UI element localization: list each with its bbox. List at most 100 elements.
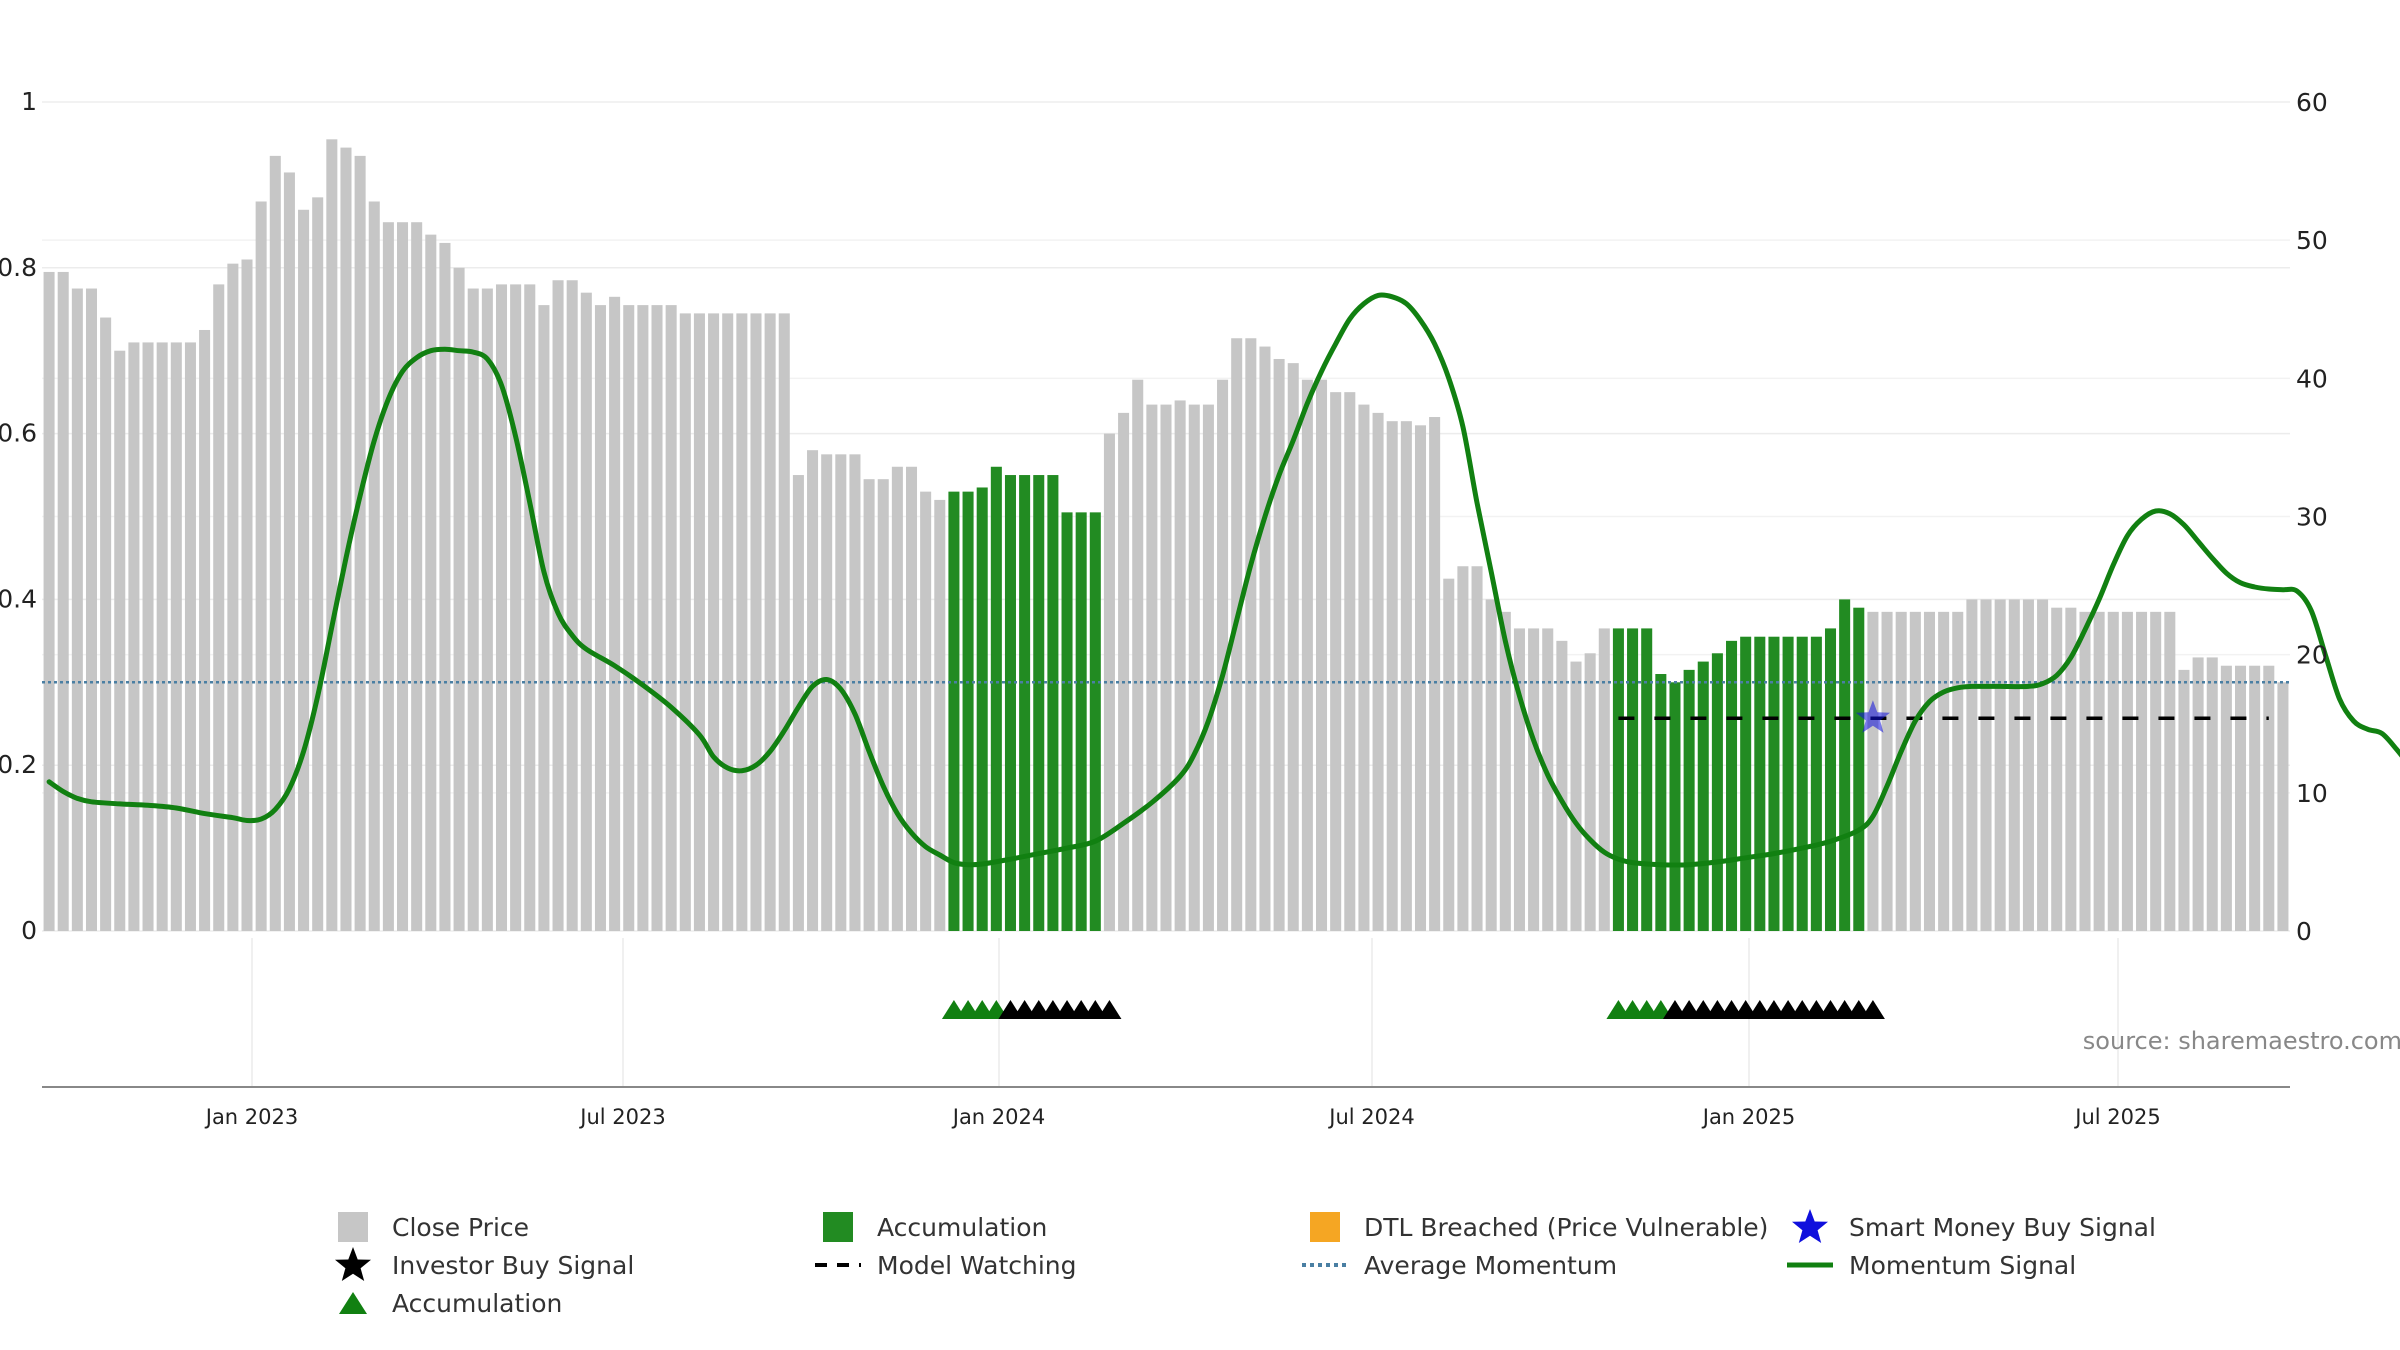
close-price-bar [2022,599,2034,931]
momentum-signal-line [46,292,2400,868]
close-price-bar [1259,346,1271,931]
close-price-bar [1301,379,1313,932]
close-price-bar [679,313,691,931]
close-price-bar [453,267,465,931]
close-price-bar [863,479,875,931]
accumulation-bar [976,487,988,931]
close-price-bar [1994,599,2006,931]
right-tick-label: 0 [2296,917,2312,946]
close-price-bar [708,313,720,931]
close-price-bar [1598,628,1610,931]
close-price-bar [906,466,918,931]
left-tick-label: 0.8 [0,253,37,282]
close-price-bar [1513,628,1525,931]
legend-investor-buy-label: Investor Buy Signal [392,1250,635,1280]
accumulation-bar [1089,512,1101,931]
close-price-bar [142,342,154,931]
accumulation-bar [1047,475,1059,931]
accumulation-bar [948,491,960,931]
close-price-bar [637,305,649,931]
close-price-bar [2206,657,2218,931]
close-price-bar [1358,404,1370,932]
close-price-bar [2037,599,2049,931]
close-price-bar [764,313,776,931]
close-price-bar [524,284,536,931]
close-price-bar [1174,400,1186,931]
legend-close-price-label: Close Price [392,1212,530,1242]
accumulation-bar [1669,682,1681,931]
right-tick-label: 20 [2296,641,2328,670]
legend-momentum-signal-label: Momentum Signal [1849,1250,2077,1280]
legend-average-momentum: Average Momentum [1302,1246,1617,1284]
close-price-bar [580,292,592,931]
close-price-bar [1414,425,1427,931]
signal-triangles [941,1000,1885,1019]
close-price-bar [609,296,621,931]
close-price-bar [326,139,338,931]
close-price-bar [1245,338,1257,931]
close-price-bar [920,491,932,931]
close-price-bar [425,234,437,931]
close-price-bar [1980,599,1992,931]
right-tick-label: 60 [2296,88,2328,117]
close-price-bar [877,479,889,931]
source-text: source: sharemaestro.com [2083,1027,2400,1055]
close-price-bar [1471,566,1483,931]
legend-investor-buy: Investor Buy Signal [330,1246,634,1284]
legend-momentum-signal: Momentum Signal [1787,1246,2076,1284]
close-price-bar [1160,404,1172,932]
legend-accumulation-triangle: Accumulation [330,1284,562,1322]
x-tick-label: Jan 2024 [951,1105,1046,1129]
close-price-bar [439,242,451,931]
accumulation-bar [1697,661,1709,931]
close-price-bar [665,305,677,931]
triangle-icon [339,1292,367,1314]
momentum-signal-path [46,292,2400,868]
legend-close-price: Close Price [330,1208,529,1246]
accumulation-bar [962,491,974,931]
close-price-bar [623,305,635,931]
accumulation-bar [1019,475,1031,931]
close-price-bar [651,305,663,931]
accumulation-bar [1853,607,1865,931]
investor-signal-triangle [1097,1000,1122,1019]
accumulation-bar [1726,640,1738,931]
close-price-bar [2277,682,2289,931]
close-price-bar [1443,578,1455,931]
close-price-bar [891,466,903,931]
close-price-bar [382,222,394,931]
close-price-bar [170,342,182,931]
close-price-bar [100,317,112,931]
legend-dtl-breached-label: DTL Breached (Price Vulnerable) [1364,1212,1769,1242]
close-price-bar [269,155,281,931]
close-price-bar [1895,611,1907,931]
close-price-bar [368,201,380,932]
close-price-bar [736,313,748,931]
close-price-bar [1429,417,1441,931]
close-price-bar [2136,611,2148,931]
close-price-bar [495,284,508,931]
close-price-bar [2249,665,2261,931]
close-price-bar [397,222,409,931]
close-price-bar [849,454,861,931]
close-price-bar [1966,599,1978,931]
right-tick-label: 40 [2296,364,2328,393]
close-price-bar [552,280,564,931]
close-price-bar [199,329,211,932]
close-price-bar [1556,640,1568,931]
close-price-bar [481,288,493,931]
accumulation-bar [1061,512,1073,931]
close-price-bar [2121,611,2133,931]
close-price-bar [1132,379,1144,932]
close-price-bar [1485,599,1497,931]
close-price-bar [1316,379,1328,932]
close-price-bar [184,342,196,931]
close-price-bar [241,259,253,931]
close-price-bar [1146,404,1158,932]
close-price-bar [1103,433,1115,931]
close-price-bar [2065,607,2077,931]
investor-signal-triangle [1860,1000,1885,1019]
accumulation-bar [1754,636,1766,931]
close-price-bar [1584,653,1596,931]
close-price-bar [1570,661,1582,931]
